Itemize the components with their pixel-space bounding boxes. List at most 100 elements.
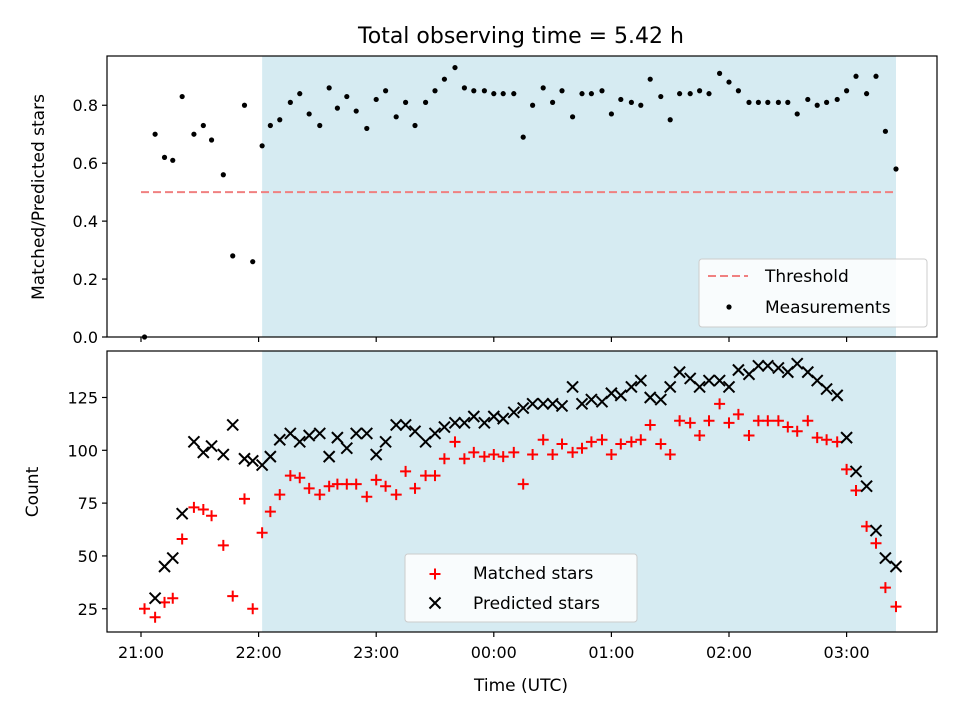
matched-star-point [458, 453, 470, 465]
predicted-star-point [350, 427, 363, 440]
matched-star-point [772, 415, 784, 427]
predicted-star-point [264, 450, 277, 463]
matched-star-point [247, 603, 259, 615]
x-tick-label: 03:00 [824, 643, 870, 662]
measurement-point [873, 73, 879, 79]
matched-star-point [438, 453, 450, 465]
measurement-point [550, 99, 556, 105]
measurement-point [511, 91, 517, 97]
predicted-star-point [516, 401, 530, 415]
y-tick-label: 0.0 [73, 328, 98, 347]
predicted-star-point [313, 427, 326, 440]
predicted-star-point [302, 429, 316, 442]
measurement-point [259, 143, 265, 149]
measurement-point [393, 114, 399, 120]
legend-predicted-label: Predicted stars [473, 594, 600, 614]
predicted-star-point [585, 393, 598, 406]
measurement-point [638, 102, 644, 108]
matched-star-point [567, 446, 579, 458]
measurement-point [161, 154, 168, 160]
matched-star-point [380, 480, 392, 492]
predicted-star-point [487, 410, 501, 423]
matched-star-point [274, 489, 286, 501]
predicted-star-point [566, 380, 579, 394]
predicted-star-point [634, 374, 648, 387]
predicted-star-point [614, 389, 628, 402]
predicted-star-point [175, 507, 189, 520]
matched-star-point [752, 415, 764, 427]
predicted-star-point [644, 391, 657, 404]
predicted-star-point [879, 551, 892, 565]
measurement-point [794, 111, 800, 117]
measurement-point [726, 79, 732, 85]
predicted-star-point [869, 524, 883, 537]
matched-star-point [390, 489, 402, 501]
measurement-point [863, 91, 870, 97]
legend-measurements-swatch [726, 304, 732, 310]
measurement-point [412, 122, 418, 129]
measurement-point [230, 253, 236, 259]
predicted-star-point [226, 418, 239, 432]
matched-star-point [488, 449, 500, 461]
predicted-star-point [889, 560, 903, 573]
measurement-point [658, 93, 664, 100]
predicted-star-point [205, 439, 218, 453]
x-tick-label: 02:00 [706, 643, 752, 662]
measurement-point [834, 96, 840, 103]
measurement-point [250, 259, 256, 265]
predicted-star-point [369, 448, 383, 461]
y-tick-label: 0.2 [73, 270, 98, 289]
measurement-point [520, 134, 526, 140]
measurement-point [500, 91, 506, 97]
predicted-star-point [575, 397, 589, 411]
measurement-point [200, 122, 206, 129]
measurement-point [383, 88, 389, 94]
measurement-point [805, 96, 811, 103]
measurement-point [775, 99, 781, 105]
predicted-star-point [293, 435, 306, 449]
predicted-star-point [625, 380, 638, 394]
measurement-point [317, 122, 323, 129]
legend-measurements-label: Measurements [765, 298, 891, 318]
matched-star-point [743, 430, 755, 442]
measurement-point [306, 111, 312, 117]
measurement-point [824, 99, 830, 105]
measurement-point [599, 88, 605, 94]
matched-star-point [517, 478, 529, 490]
measurement-point [241, 102, 248, 108]
matched-star-point [159, 596, 171, 608]
matched-star-point [361, 491, 373, 503]
matched-star-point [703, 415, 715, 427]
predicted-star-point [217, 448, 230, 461]
measurement-point [441, 76, 448, 82]
matched-star-point [664, 449, 676, 461]
matched-star-point [238, 493, 250, 505]
predicted-star-point [849, 465, 863, 478]
predicted-star-point [761, 359, 775, 372]
predicted-star-point [820, 382, 833, 396]
measurement-point [530, 102, 536, 108]
matched-star-point [478, 451, 490, 463]
predicted-star-point [148, 591, 162, 605]
measurement-point [559, 88, 565, 94]
measurement-point [491, 91, 497, 97]
predicted-star-point [830, 389, 844, 402]
matched-star-point [537, 434, 549, 446]
measurement-point [326, 85, 332, 91]
predicted-star-point [546, 397, 559, 411]
matched-star-point [674, 415, 686, 427]
measurement-point [471, 88, 477, 94]
measurement-point [432, 88, 438, 94]
measurement-point [647, 76, 653, 82]
legend-predicted-swatch [428, 596, 442, 610]
matched-star-point [256, 527, 268, 539]
matched-star-point [655, 438, 667, 450]
matched-star-point [420, 470, 432, 482]
measurement-point [814, 102, 820, 108]
measurement-point [481, 88, 487, 94]
matched-star-point [527, 449, 539, 461]
predicted-star-point [438, 420, 451, 434]
predicted-star-point [702, 374, 716, 387]
matched-star-point [370, 474, 382, 486]
